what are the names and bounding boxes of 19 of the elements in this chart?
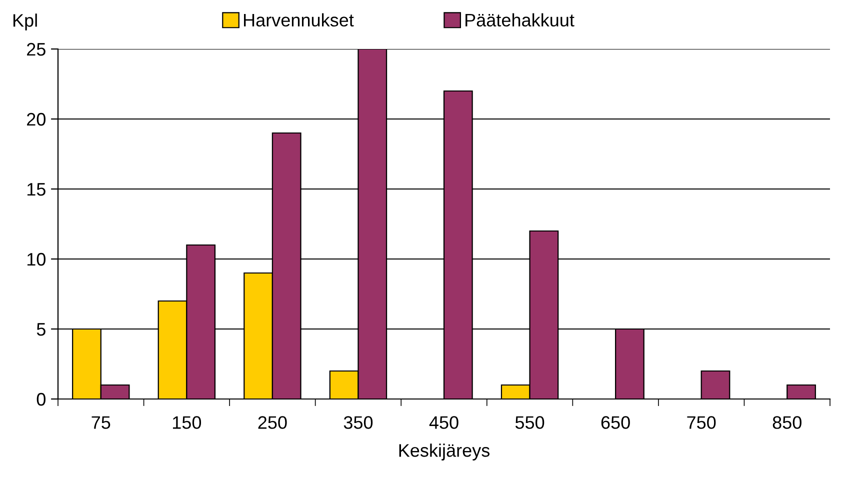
x-tick-label: 750	[687, 416, 716, 429]
x-tick-label: 350	[344, 416, 373, 429]
legend-label: Päätehakkuut	[466, 13, 574, 27]
y-tick-label: 10	[27, 252, 46, 266]
legend-label: Harvennukset	[244, 13, 354, 27]
x-tick-label: 650	[601, 416, 630, 429]
x-tick-label: 850	[772, 416, 802, 429]
y-tick-label: 20	[27, 112, 46, 126]
x-tick-label: 250	[258, 416, 287, 429]
x-tick-label: 150	[172, 416, 202, 429]
y-tick-label: 5	[36, 323, 46, 336]
x-tick-label: 450	[429, 416, 458, 429]
x-axis-title: Keskijäreys	[399, 444, 490, 460]
y-axis-title: Kpl	[13, 14, 37, 30]
x-tick-label: 75	[92, 416, 110, 429]
y-tick-label: 25	[27, 42, 46, 56]
x-tick-label: 550	[515, 416, 544, 429]
y-tick-label: 0	[36, 392, 46, 406]
y-tick-label: 15	[27, 183, 46, 196]
